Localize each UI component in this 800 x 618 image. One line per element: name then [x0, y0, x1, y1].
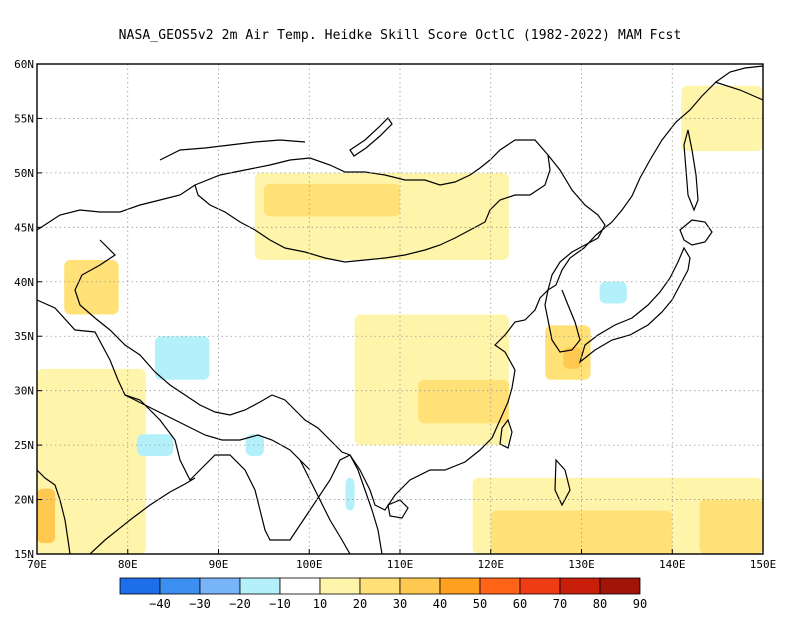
colorbar-label: 30 — [393, 597, 407, 611]
field-region-20 — [154, 336, 210, 380]
luzon-coastline — [554, 458, 571, 507]
lat-tick-label: 45N — [14, 221, 34, 234]
colorbar-label: 10 — [313, 597, 327, 611]
colorbar-label: 60 — [513, 597, 527, 611]
japan-coastline — [578, 246, 691, 364]
colorbar-swatch — [439, 577, 481, 595]
himalaya-border — [124, 394, 311, 471]
figure-title: NASA_GEOS5v2 2m Air Temp. Heidke Skill S… — [118, 28, 682, 43]
lon-tick-label: 110E — [387, 558, 414, 571]
laos-vietnam-border — [349, 454, 383, 554]
lon-tick-label: 90E — [209, 558, 229, 571]
lat-tick-label: 30N — [14, 385, 34, 398]
field-region-5 — [536, 216, 655, 315]
colorbar-swatch — [119, 577, 161, 595]
graticule — [37, 64, 763, 554]
colorbar-label: 50 — [473, 597, 487, 611]
india-east-coastline — [89, 477, 196, 554]
taiwan-coastline — [499, 418, 513, 449]
lat-tick-label: 35N — [14, 330, 34, 343]
coastlines-and-borders — [37, 65, 763, 554]
field-region-1 — [55, 172, 146, 250]
lat-tick-label: 50N — [14, 167, 34, 180]
colorbar-swatch — [199, 577, 241, 595]
lon-tick-label: 140E — [659, 558, 686, 571]
colorbar-swatch — [559, 577, 601, 595]
colorbar-swatch — [359, 577, 401, 595]
colorbar-swatch — [279, 577, 321, 595]
sakhalin-coastline — [683, 129, 699, 212]
field-region-17 — [263, 183, 400, 217]
india-west-coastline — [37, 469, 71, 554]
field-region-18 — [37, 488, 56, 544]
colorbar-label: 20 — [353, 597, 367, 611]
china-west-border — [74, 239, 351, 456]
lon-tick-label: 120E — [478, 558, 505, 571]
field-region-24 — [245, 434, 264, 456]
colorbar-swatch — [479, 577, 521, 595]
hokkaido-coastline — [679, 219, 713, 246]
field-region-9 — [37, 368, 146, 554]
colorbar-label: −40 — [149, 597, 171, 611]
central-asia-border — [37, 184, 196, 231]
colorbar-label: −30 — [189, 597, 211, 611]
colorbar-swatch — [159, 577, 201, 595]
lat-tick-label: 25N — [14, 439, 34, 452]
kamchatka-coastline — [714, 81, 763, 101]
field-region-14 — [418, 379, 509, 424]
lat-tick-label: 55N — [14, 112, 34, 125]
colorbar: −40 −30 −20 −10 10 20 30 40 50 60 70 80 90 — [119, 577, 647, 611]
colorbar-label: 40 — [433, 597, 447, 611]
colorbar-label: 90 — [633, 597, 647, 611]
colorbar-label: 80 — [593, 597, 607, 611]
mongolia-border — [194, 139, 551, 263]
lat-tick-label: 20N — [14, 494, 34, 507]
field-region-16 — [699, 499, 763, 554]
lon-tick-label: 80E — [118, 558, 138, 571]
longitude-ticks: 70E 80E 90E 100E 110E 120E 130E 140E 150E — [27, 549, 776, 571]
field-region-6 — [37, 64, 128, 141]
colorbar-swatch — [599, 577, 641, 595]
colorbar-swatch — [239, 577, 281, 595]
lon-tick-label: 150E — [750, 558, 777, 571]
colorbar-swatch — [319, 577, 361, 595]
indochina-border — [299, 459, 351, 554]
colorbar-swatch — [399, 577, 441, 595]
field-region-19 — [563, 347, 582, 369]
hainan-coastline — [387, 499, 409, 519]
field-region-2 — [127, 281, 382, 446]
field-region-22 — [599, 281, 627, 304]
lake-baikal — [349, 117, 393, 157]
field-region-23 — [345, 477, 355, 511]
lat-tick-label: 40N — [14, 276, 34, 289]
field-region-12 — [64, 260, 119, 315]
latitude-ticks: 15N 20N 25N 30N 35N 40N 45N 50N 55N 60N — [14, 58, 42, 561]
colorbar-swatch — [519, 577, 561, 595]
russia-north-border — [159, 139, 306, 161]
lon-tick-label: 70E — [27, 558, 47, 571]
lat-tick-label: 15N — [14, 548, 34, 561]
colorbar-label: −20 — [229, 597, 251, 611]
lat-tick-label: 60N — [14, 58, 34, 71]
china-russia-ne-border — [547, 154, 606, 291]
lon-tick-label: 130E — [568, 558, 595, 571]
lon-tick-label: 100E — [296, 558, 323, 571]
asia-coastline — [37, 65, 763, 541]
colorbar-label: 70 — [553, 597, 567, 611]
korea-coastline — [544, 289, 581, 353]
colorbar-label: −10 — [269, 597, 291, 611]
field-region-4 — [663, 260, 763, 391]
